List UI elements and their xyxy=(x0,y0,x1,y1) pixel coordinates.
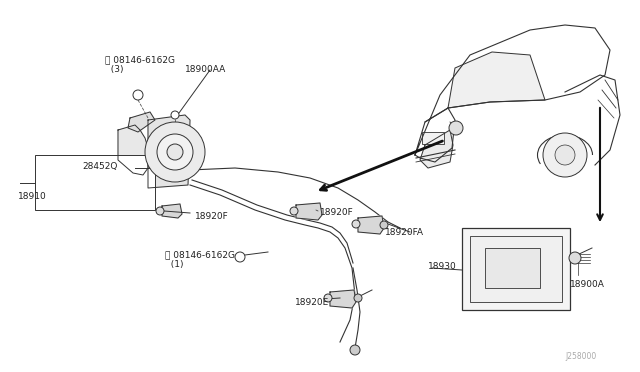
Polygon shape xyxy=(358,216,384,234)
Text: 18920E: 18920E xyxy=(295,298,329,307)
Polygon shape xyxy=(162,204,182,218)
Circle shape xyxy=(167,144,183,160)
Circle shape xyxy=(352,220,360,228)
Text: 18930: 18930 xyxy=(428,262,457,271)
Text: J258000: J258000 xyxy=(565,352,596,361)
Polygon shape xyxy=(296,203,322,220)
Bar xyxy=(422,132,444,144)
Polygon shape xyxy=(448,52,545,108)
Bar xyxy=(462,228,570,310)
Circle shape xyxy=(133,90,143,100)
Circle shape xyxy=(350,345,360,355)
Polygon shape xyxy=(118,125,148,175)
Text: 18900A: 18900A xyxy=(570,280,605,289)
Circle shape xyxy=(543,133,587,177)
Bar xyxy=(485,248,540,288)
Polygon shape xyxy=(148,115,190,188)
Circle shape xyxy=(171,111,179,119)
Circle shape xyxy=(354,294,362,302)
Circle shape xyxy=(156,207,164,215)
Circle shape xyxy=(449,121,463,135)
Text: Ⓢ 08146-6162G
  (3): Ⓢ 08146-6162G (3) xyxy=(105,55,175,74)
Text: 18920F: 18920F xyxy=(320,208,354,217)
Text: 18910: 18910 xyxy=(18,192,47,201)
Circle shape xyxy=(380,221,388,229)
Text: 18920F: 18920F xyxy=(195,212,228,221)
Polygon shape xyxy=(128,112,155,132)
Text: 18920FA: 18920FA xyxy=(385,228,424,237)
Bar xyxy=(470,236,562,302)
Circle shape xyxy=(290,207,298,215)
Circle shape xyxy=(145,122,205,182)
Text: Ⓢ 08146-6162G
  (1): Ⓢ 08146-6162G (1) xyxy=(165,250,235,269)
Circle shape xyxy=(555,145,575,165)
Text: 28452Q: 28452Q xyxy=(82,162,117,171)
Circle shape xyxy=(324,294,332,302)
Circle shape xyxy=(569,252,581,264)
Circle shape xyxy=(157,134,193,170)
Text: 18900AA: 18900AA xyxy=(185,65,227,74)
Circle shape xyxy=(235,252,245,262)
Polygon shape xyxy=(420,130,453,168)
Bar xyxy=(35,155,155,210)
Polygon shape xyxy=(330,290,356,308)
